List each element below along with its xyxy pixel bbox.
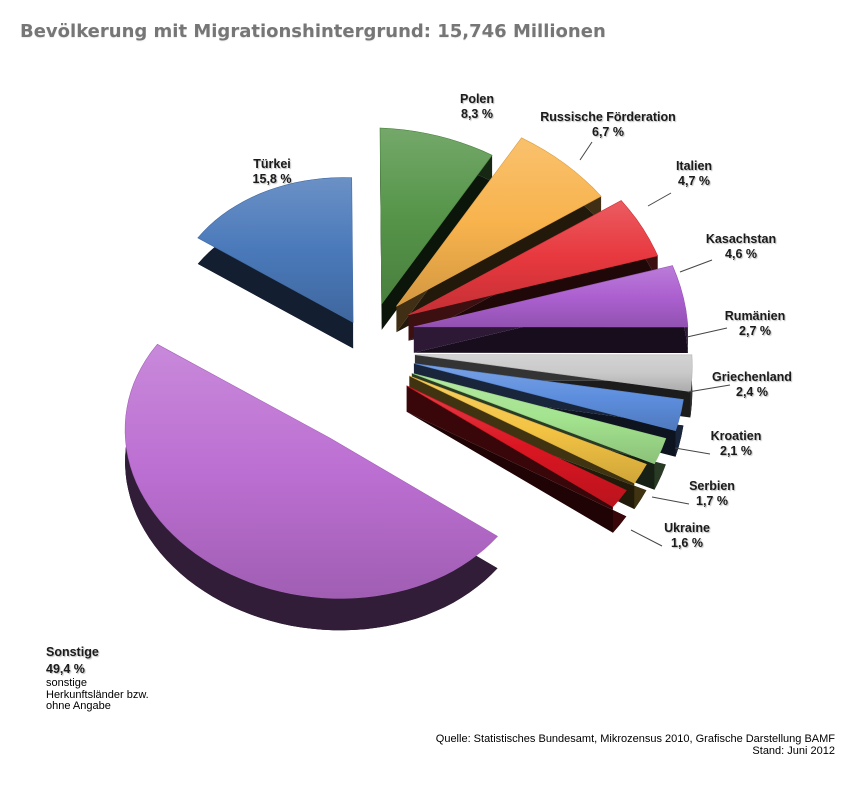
slice-side-wall (409, 375, 647, 510)
leader-line-serbien (651, 496, 690, 505)
pie-slice-ukraine (406, 385, 627, 533)
source-note: Quelle: Statistisches Bundesamt, Mikroze… (436, 733, 835, 757)
pie-slice-italien (408, 200, 659, 341)
leader-line-italien (647, 192, 672, 207)
slice-top-face (197, 177, 354, 323)
leader-line-griechenland (687, 384, 731, 393)
slice-side-wall (406, 385, 627, 533)
slice-top-face (413, 363, 684, 432)
slice-top-face (379, 127, 493, 305)
chart-title: Bevölkerung mit Migrationshintergrund: 1… (20, 21, 606, 42)
source-line: Quelle: Statistisches Bundesamt, Mikroze… (435, 733, 835, 745)
leader-line-russische-förderation (579, 141, 593, 161)
slice-bottom-face (406, 411, 627, 533)
slice-top-face (396, 137, 602, 307)
pie-slice-polen (379, 127, 493, 330)
pie-slice-türkei (197, 177, 354, 349)
slice-top-face (406, 385, 627, 508)
leader-line-ukraine (630, 529, 663, 547)
leader-line-kasachstan (679, 259, 713, 273)
slice-top-face (411, 372, 667, 465)
pie-slice-russische-förderation (396, 137, 602, 333)
stand-line: Stand: Juni 2012 (752, 745, 835, 757)
slice-top-face (413, 265, 689, 328)
slice-side-wall (413, 363, 684, 457)
leader-line-rumänien (686, 327, 728, 338)
slice-top-face (409, 375, 647, 484)
leader-line-kroatien (674, 447, 711, 455)
pie-slice-kasachstan (413, 265, 689, 353)
slice-top-face (408, 200, 659, 316)
pie-slice-sonstige (124, 343, 498, 631)
slice-top-face (124, 343, 498, 599)
